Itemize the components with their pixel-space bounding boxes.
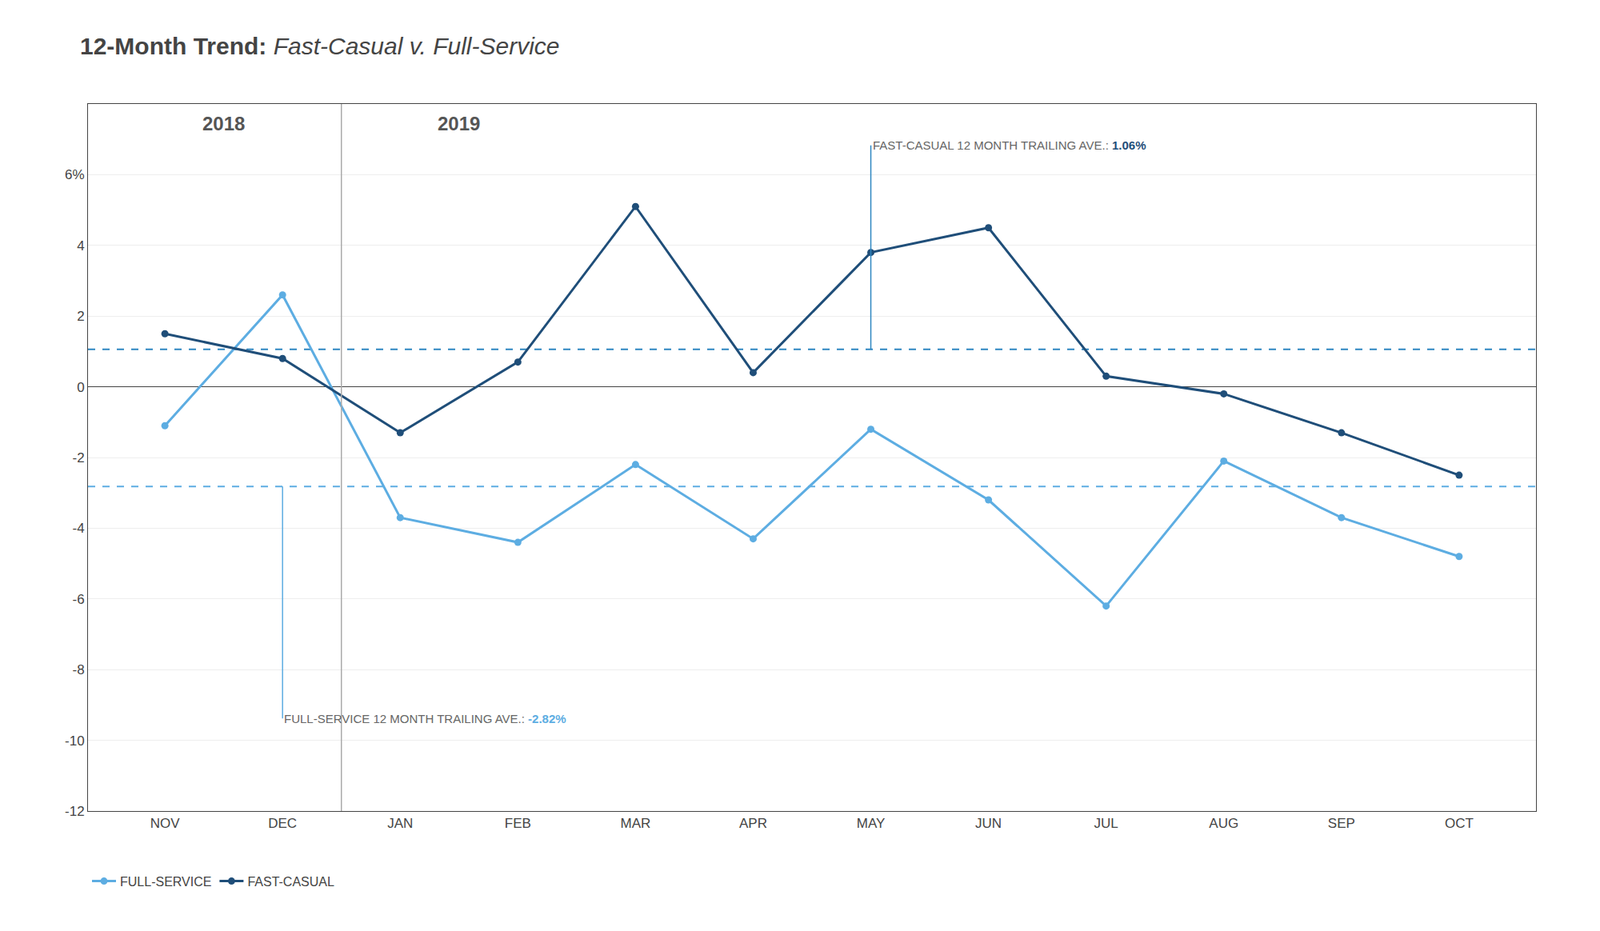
svg-text:AUG: AUG — [1208, 816, 1239, 832]
svg-text:-4: -4 — [72, 520, 84, 536]
svg-text:-10: -10 — [64, 733, 85, 749]
svg-text:0: 0 — [76, 380, 84, 396]
svg-text:6%: 6% — [64, 167, 85, 183]
svg-text:FAST-CASUAL: FAST-CASUAL — [247, 875, 335, 889]
svg-text:FEB: FEB — [504, 816, 532, 832]
svg-text:NOV: NOV — [150, 816, 181, 832]
svg-text:-8: -8 — [72, 662, 84, 678]
svg-text:-12: -12 — [64, 804, 85, 820]
svg-text:2018: 2018 — [202, 112, 245, 135]
svg-text:-2: -2 — [72, 450, 84, 466]
svg-text:DEC: DEC — [268, 816, 297, 832]
svg-text:FAST-CASUAL 12 MONTH TRAILING: FAST-CASUAL 12 MONTH TRAILING AVE.: 1.06… — [872, 138, 1147, 152]
svg-text:MAR: MAR — [620, 816, 652, 832]
svg-text:APR: APR — [739, 816, 768, 832]
svg-text:JAN: JAN — [387, 816, 413, 832]
svg-text:-6: -6 — [72, 592, 84, 608]
svg-text:JUL: JUL — [1094, 816, 1119, 832]
svg-text:MAY: MAY — [856, 816, 886, 832]
svg-text:2: 2 — [76, 308, 84, 324]
svg-text:FULL-SERVICE 12 MONTH TRAILING: FULL-SERVICE 12 MONTH TRAILING AVE.: -2.… — [284, 712, 567, 726]
svg-text:SEP: SEP — [1328, 816, 1356, 832]
svg-text:4: 4 — [76, 238, 84, 254]
svg-text:JUN: JUN — [975, 816, 1002, 832]
svg-text:2019: 2019 — [437, 112, 480, 135]
svg-text:FULL-SERVICE: FULL-SERVICE — [120, 875, 212, 889]
svg-text:12-Month Trend: Fast-Casual v.: 12-Month Trend: Fast-Casual v. Full-Serv… — [80, 32, 560, 60]
svg-text:OCT: OCT — [1444, 816, 1474, 832]
